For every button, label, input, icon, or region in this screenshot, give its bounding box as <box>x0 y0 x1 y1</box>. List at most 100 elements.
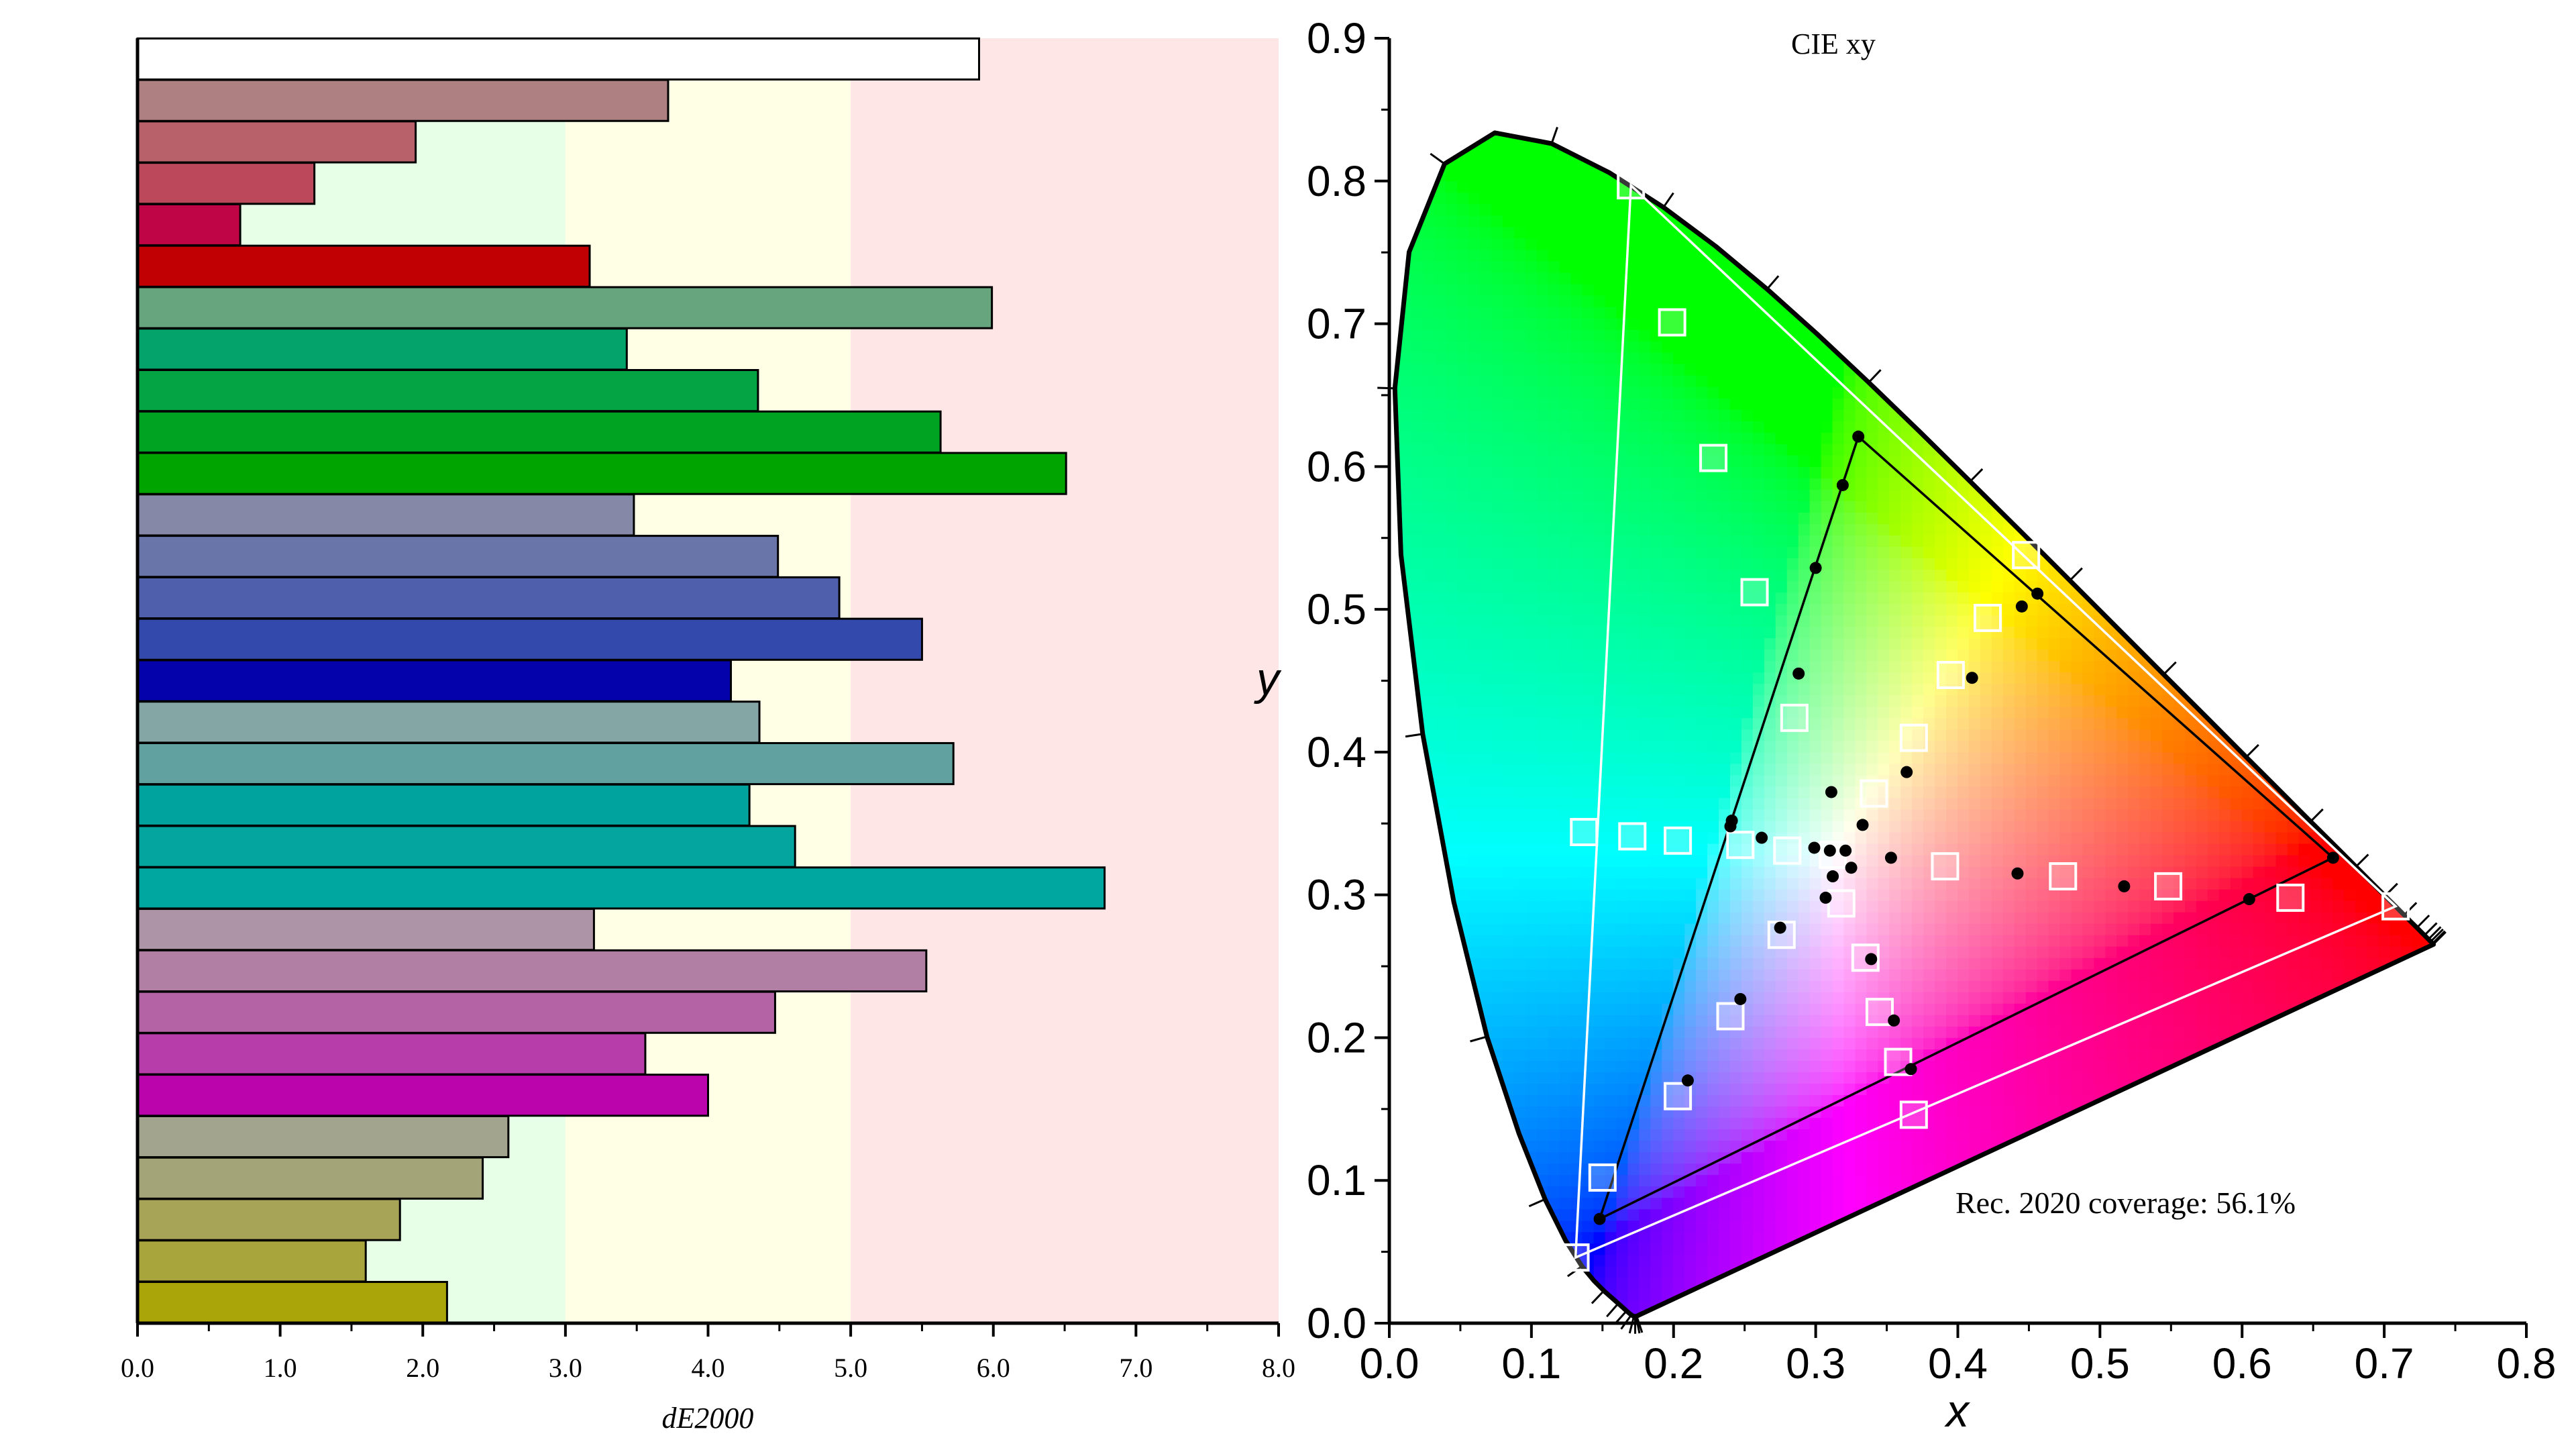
fill-cell-702 <box>1457 558 1470 570</box>
fill-cell-250 <box>1411 877 1424 890</box>
fill-cell-3614 <box>1775 1197 1788 1210</box>
fill-cell-2902 <box>1696 854 1709 867</box>
fill-cell-2669 <box>1673 1094 1686 1107</box>
fill-cell-2190 <box>1616 511 1629 524</box>
fill-cell-2113 <box>1605 180 1617 193</box>
fill-cell-4465 <box>1866 1163 1879 1176</box>
fill-cell-489 <box>1434 569 1447 582</box>
fill-cell-2830 <box>1684 466 1697 478</box>
fill-cell-4139 <box>1832 1254 1845 1267</box>
fill-cell-3640 <box>1775 900 1788 913</box>
fill-cell-1561 <box>1548 431 1560 444</box>
fill-cell-3502 <box>1764 1265 1776 1278</box>
fill-cell-826 <box>1468 352 1481 364</box>
fill-cell-2497 <box>1650 637 1663 650</box>
fill-cell-1989 <box>1593 386 1606 399</box>
fill-cell-3765 <box>1786 683 1799 696</box>
fill-cell-4870 <box>1900 169 1913 182</box>
fill-cell-4159 <box>1832 1025 1845 1038</box>
fill-cell-1508 <box>1548 1037 1560 1049</box>
fill-cell-4010 <box>1809 306 1822 319</box>
fill-cell-2791 <box>1684 911 1697 924</box>
fill-cell-182 <box>1400 443 1413 456</box>
fill-cell-1915 <box>1593 1231 1606 1244</box>
fill-cell-255 <box>1411 820 1424 833</box>
fill-cell-1458 <box>1536 397 1549 410</box>
fill-cell-4721 <box>1889 660 1902 673</box>
fill-cell-2346 <box>1639 1151 1652 1164</box>
fill-cell-4702 <box>1889 877 1902 890</box>
fill-cell-4660 <box>1878 146 1890 159</box>
bar-18 <box>136 741 955 786</box>
fill-cell-710 <box>1457 466 1470 478</box>
fill-cell-810 <box>1468 534 1481 547</box>
fill-cell-869 <box>1480 1072 1493 1084</box>
fill-cell-498 <box>1434 466 1447 478</box>
fill-cell-913 <box>1480 569 1493 582</box>
fill-cell-4085 <box>1821 660 1833 673</box>
fill-cell-3844 <box>1798 991 1811 1004</box>
fill-cell-3316 <box>1741 968 1754 981</box>
fill-cell-3459 <box>1752 546 1765 559</box>
fill-cell-4005 <box>1809 363 1822 376</box>
fill-cell-3591 <box>1764 249 1776 262</box>
fill-cell-1477 <box>1536 180 1549 193</box>
fill-cell-3153 <box>1719 409 1731 421</box>
fill-cell-4578 <box>1878 1083 1890 1096</box>
fill-cell-1541 <box>1548 660 1560 673</box>
fill-cell-4155 <box>1832 1072 1845 1084</box>
fill-cell-3410 <box>1752 1106 1765 1119</box>
fill-cell-1322 <box>1525 740 1538 753</box>
fill-cell-511 <box>1434 317 1447 330</box>
fill-cell-351 <box>1423 934 1436 947</box>
fill-cell-3571 <box>1764 477 1776 490</box>
fill-cell-2390 <box>1639 649 1652 662</box>
fill-cell-1530 <box>1548 786 1560 798</box>
fill-cell-914 <box>1480 558 1493 570</box>
fill-cell-4421 <box>1855 454 1868 467</box>
fill-cell-4158 <box>1832 1037 1845 1049</box>
fill-cell-2614 <box>1662 511 1674 524</box>
fill-cell-823 <box>1468 386 1481 399</box>
fill-cell-4609 <box>1878 729 1890 741</box>
fill-cell-2876 <box>1696 1151 1709 1164</box>
fill-cell-1193 <box>1513 1002 1526 1015</box>
fill-cell-3980 <box>1809 649 1822 662</box>
fill-cell-2008 <box>1593 169 1606 182</box>
fill-cell-4015 <box>1809 249 1822 262</box>
fill-cell-1761 <box>1570 569 1583 582</box>
fill-cell-2949 <box>1696 317 1709 330</box>
fill-cell-2460 <box>1650 1059 1663 1073</box>
fill-cell-1931 <box>1593 1048 1606 1061</box>
fill-cell-4618 <box>1878 626 1890 639</box>
fill-cell-4115 <box>1821 317 1833 330</box>
fill-cell-998 <box>1491 809 1503 821</box>
bar-8 <box>136 327 628 371</box>
fill-cell-4163 <box>1832 980 1845 992</box>
fill-cell-2750 <box>1673 169 1686 182</box>
fill-cell-3327 <box>1741 843 1754 856</box>
fill-cell-132 <box>1400 1014 1413 1027</box>
fill-cell-1848 <box>1582 786 1595 798</box>
fill-cell-1715 <box>1570 1094 1583 1107</box>
fill-cell-2058 <box>1605 809 1617 821</box>
fill-cell-3486 <box>1752 238 1765 250</box>
fill-cell-3594 <box>1764 215 1776 227</box>
fill-cell-4108 <box>1821 397 1833 410</box>
fill-cell-3363 <box>1741 431 1754 444</box>
fill-cell-4825 <box>1900 683 1913 696</box>
fill-cell-1465 <box>1536 317 1549 330</box>
fill-cell-2569 <box>1662 1025 1674 1038</box>
fill-cell-3549 <box>1764 729 1776 741</box>
fill-cell-1904 <box>1582 146 1595 159</box>
fill-cell-4445 <box>1855 180 1868 193</box>
fill-cell-3800 <box>1786 283 1799 296</box>
fill-cell-736 <box>1457 169 1470 182</box>
fill-cell-3176 <box>1719 146 1731 159</box>
fill-cell-4292 <box>1843 717 1856 730</box>
fill-cell-2287 <box>1627 615 1640 627</box>
fill-cell-4542 <box>1866 283 1879 296</box>
fill-cell-1010 <box>1491 672 1503 684</box>
fill-cell-2282 <box>1627 672 1640 684</box>
fill-cell-806 <box>1468 580 1481 593</box>
